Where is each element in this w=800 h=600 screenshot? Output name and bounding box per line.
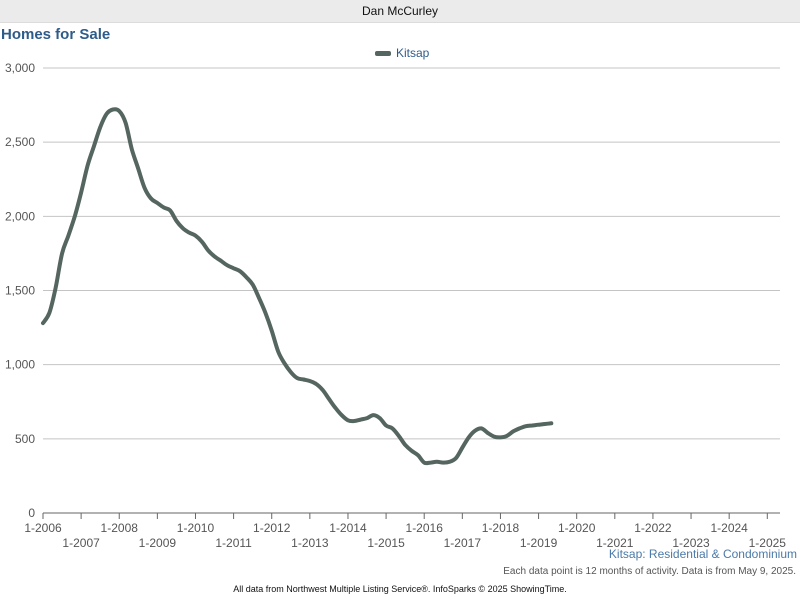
x-tick-label: 1-2019 [520, 536, 558, 550]
x-tick-label: 1-2023 [672, 536, 710, 550]
data-note: Each data point is 12 months of activity… [503, 566, 796, 577]
x-tick-label: 1-2009 [139, 536, 177, 550]
y-tick-label: 3,000 [5, 61, 35, 75]
chart-subtitle: Kitsap: Residential & Condominium [608, 547, 797, 561]
y-tick-label: 2,000 [5, 209, 35, 223]
x-tick-label: 1-2007 [62, 536, 100, 550]
series-line-kitsap [41, 107, 554, 466]
legend-label: Kitsap [396, 46, 430, 60]
legend-swatch [375, 50, 391, 56]
y-tick-label: 1,500 [5, 284, 35, 298]
x-tick-label: 1-2022 [634, 521, 672, 535]
top-banner: Dan McCurley [0, 0, 800, 23]
x-tick-label: 1-2016 [406, 521, 444, 535]
y-tick-label: 0 [28, 506, 35, 520]
y-tick-label: 2,500 [5, 135, 35, 149]
x-tick-label: 1-2014 [329, 521, 367, 535]
x-tick-label: 1-2020 [558, 521, 596, 535]
x-tick-label: 1-2013 [291, 536, 329, 550]
x-tick-label: 1-2010 [177, 521, 215, 535]
x-tick-label: 1-2006 [24, 521, 62, 535]
y-tick-label: 500 [15, 432, 35, 446]
x-tick-label: 1-2025 [749, 536, 787, 550]
x-tick-label: 1-2015 [367, 536, 405, 550]
x-tick-label: 1-2012 [253, 521, 291, 535]
agent-name: Dan McCurley [361, 4, 439, 18]
x-tick-label: 1-2017 [444, 536, 482, 550]
x-tick-label: 1-2021 [596, 536, 634, 550]
x-tick-label: 1-2011 [215, 536, 252, 550]
x-tick-label: 1-2024 [710, 521, 748, 535]
footer-credit: All data from Northwest Multiple Listing… [233, 584, 567, 594]
x-tick-label: 1-2008 [101, 521, 139, 535]
x-tick-label: 1-2018 [482, 521, 520, 535]
chart-title: Homes for Sale [1, 26, 111, 43]
legend: Kitsap [375, 46, 429, 60]
y-tick-label: 1,000 [5, 358, 35, 372]
